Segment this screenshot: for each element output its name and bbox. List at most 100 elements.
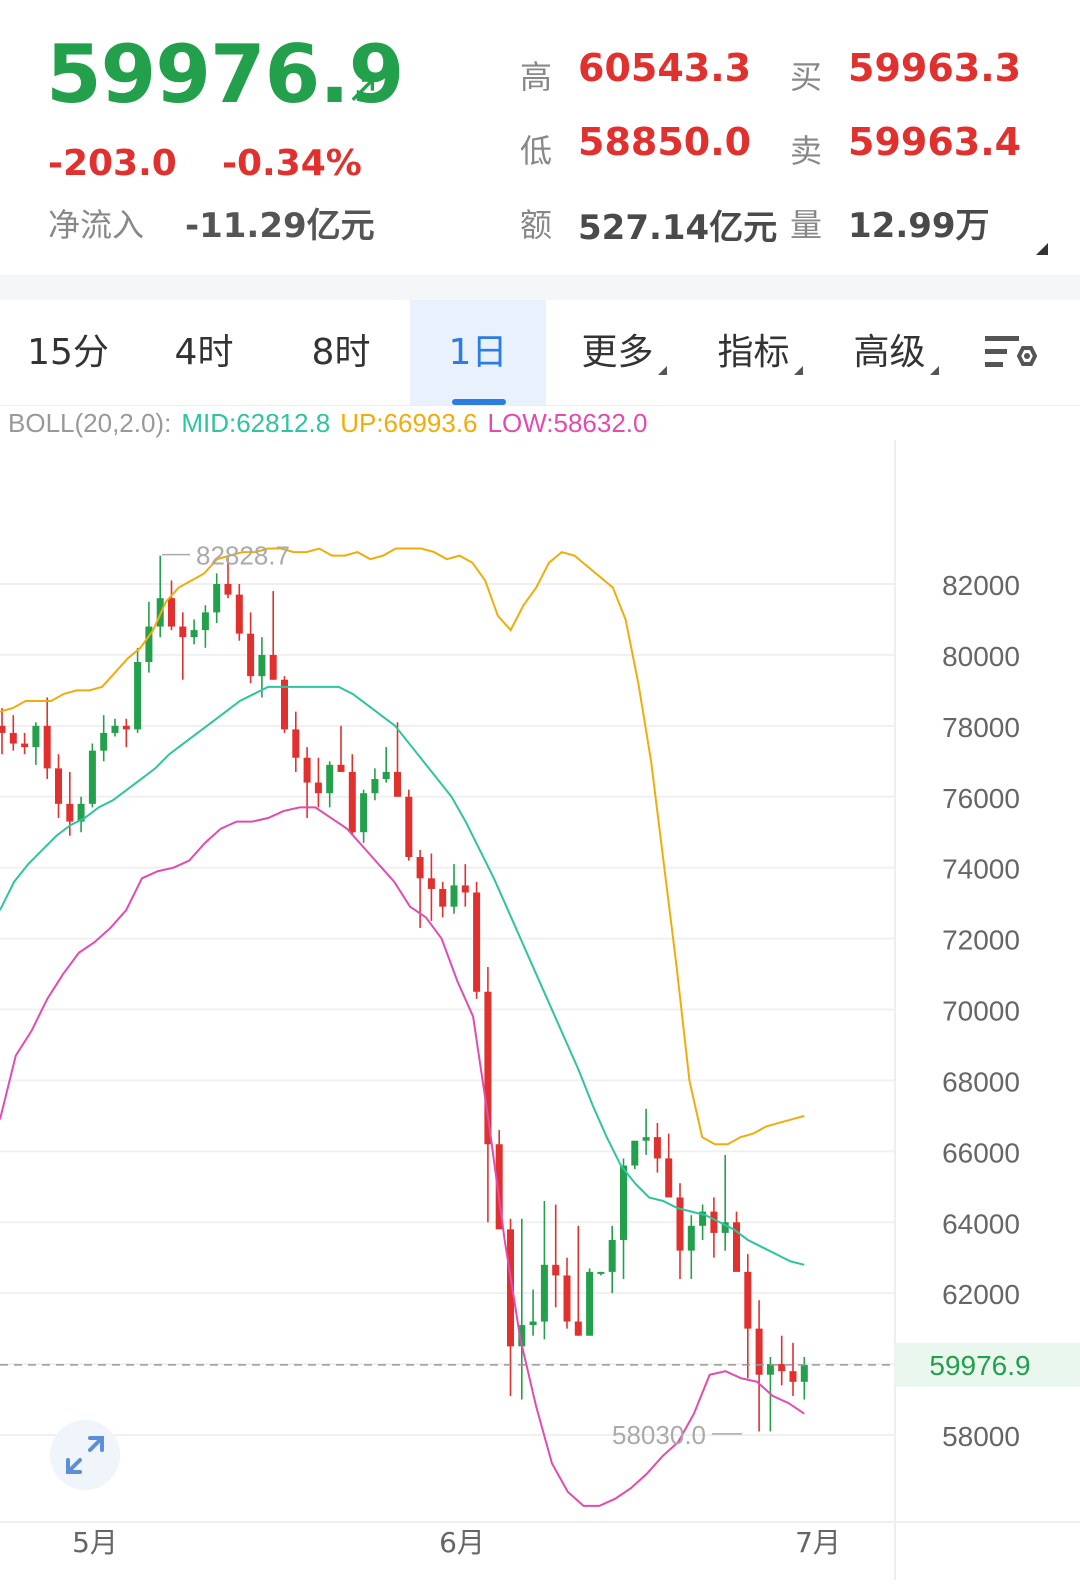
current-price-tag [895,1342,1080,1387]
candle-body[interactable] [281,679,288,730]
candle-body[interactable] [653,1137,661,1159]
candle-body[interactable] [642,1137,650,1141]
candle-body[interactable] [134,662,142,730]
candle-body[interactable] [721,1222,729,1233]
dropdown-triangle-icon [793,366,803,375]
candle-body[interactable] [337,764,345,772]
candle-body[interactable] [111,725,119,733]
boll-up: UP:66993.6 [340,408,478,438]
candle-body[interactable] [269,654,277,680]
candle-body[interactable] [32,725,40,748]
candle-body[interactable] [371,779,379,794]
candle-body[interactable] [258,654,266,677]
candle-body[interactable] [620,1165,627,1240]
volume-value: 12.99万 [848,206,990,246]
tab-8h[interactable]: 8时 [311,332,371,373]
candle-body[interactable] [9,732,17,744]
candle-body[interactable] [224,584,232,595]
tab-indicators[interactable]: 指标 [692,300,828,405]
candle-body[interactable] [439,888,447,907]
candle-body[interactable] [122,725,130,730]
boll-up-line [0,547,805,1146]
boll-low: LOW:58632.0 [487,408,648,438]
y-tick-label: 82000 [942,570,1020,601]
tab-15min[interactable]: 15分 [27,332,109,373]
y-tick-label: 74000 [942,854,1020,885]
candle-body[interactable] [0,725,6,733]
candle-body[interactable] [778,1364,786,1372]
candle-body[interactable] [427,878,435,889]
candle-body[interactable] [247,633,255,677]
candle-body[interactable] [631,1140,639,1166]
candle-body[interactable] [800,1364,808,1382]
candle-body[interactable] [201,612,209,631]
candle-body[interactable] [179,626,187,638]
boll-mid: MID:62812.8 [181,408,331,438]
candle-body[interactable] [574,1321,582,1336]
expand-button[interactable] [50,1420,120,1490]
chart-settings-icon[interactable] [983,332,1039,376]
candle-body[interactable] [21,743,29,748]
candle-body[interactable] [360,793,368,833]
candle-body[interactable] [495,1144,503,1230]
candle-body[interactable] [235,594,243,634]
candle-body[interactable] [586,1271,594,1336]
tab-1d[interactable]: 1日 [410,300,546,405]
candle-body[interactable] [213,584,221,613]
candle-body[interactable] [145,626,153,663]
candle-body[interactable] [88,750,96,804]
candle-body[interactable] [55,768,62,804]
y-tick-label: 78000 [942,712,1020,743]
candle-body[interactable] [766,1364,774,1375]
candle-body[interactable] [292,729,300,758]
candle-body[interactable] [529,1321,537,1326]
candle-body[interactable] [450,885,458,907]
bid-label: 买 [790,58,823,96]
candle-body[interactable] [699,1211,707,1226]
candle-body[interactable] [326,764,334,794]
candle-body[interactable] [597,1271,605,1274]
tab-advanced[interactable]: 高级 [828,300,964,405]
candle-body[interactable] [552,1264,560,1276]
candle-body[interactable] [507,1229,514,1347]
candle-body[interactable] [314,782,322,794]
candlestick-chart[interactable]: 82000 80000 78000 76000 74000 72000 70000 68000… [0,440,1080,1586]
candle-body[interactable] [66,803,74,822]
candle-body[interactable] [710,1211,718,1233]
candle-body[interactable] [733,1222,740,1272]
candle-body[interactable] [473,892,481,992]
candle-body[interactable] [100,732,108,751]
candle-body[interactable] [190,630,198,638]
candle-body[interactable] [416,857,424,879]
candle-body[interactable] [755,1328,763,1375]
candle-body[interactable] [303,757,311,783]
candle-body[interactable] [348,771,356,833]
candle-body[interactable] [484,991,492,1145]
candle-body[interactable] [382,771,390,780]
boll-name: BOLL(20,2.0): [8,408,172,438]
y-tick-label: 64000 [942,1208,1020,1239]
dropdown-triangle-icon [929,366,939,375]
candle-body[interactable] [461,885,469,893]
tab-4h[interactable]: 4时 [174,332,234,373]
y-tick-label: 68000 [942,1066,1020,1097]
x-tick-label: 7月 [795,1526,841,1559]
candle-body[interactable] [676,1197,684,1251]
low-label: 低 [520,132,553,170]
net-inflow-value: -11.29亿元 [185,206,375,246]
candle-body[interactable] [168,598,175,627]
candle-body[interactable] [563,1275,571,1322]
candle-body[interactable] [608,1239,616,1272]
candle-body[interactable] [43,725,51,769]
candle-body[interactable] [665,1158,673,1198]
candle-body[interactable] [518,1325,526,1347]
candle-body[interactable] [540,1264,548,1322]
candle-body[interactable] [687,1225,695,1251]
candle-body[interactable] [744,1271,752,1329]
candle-body[interactable] [77,803,85,822]
expand-corner-icon[interactable] [1036,243,1048,255]
candle-body[interactable] [405,796,413,858]
candle-body[interactable] [394,771,401,797]
candle-body[interactable] [789,1371,797,1382]
tab-more[interactable]: 更多 [556,300,692,405]
